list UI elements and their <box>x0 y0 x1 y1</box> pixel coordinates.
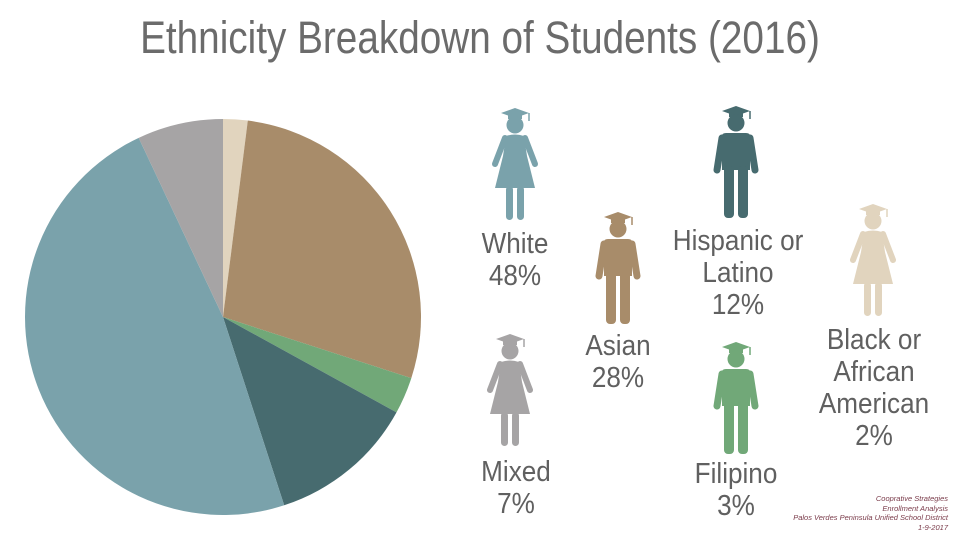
label-black: Black or African American 2% <box>793 324 955 452</box>
left-arm <box>713 134 726 174</box>
credit-line-4: 1-9-2017 <box>917 522 948 532</box>
label-black-value: 2% <box>855 420 893 452</box>
label-mixed-name: Mixed <box>481 456 551 488</box>
label-hispanic-value: 12% <box>711 289 765 321</box>
credit-line-2: Enrollment Analysis <box>882 503 948 513</box>
right-leg <box>875 282 882 316</box>
chart-title: Ethnicity Breakdown of Students (2016) <box>140 12 820 63</box>
pie-slice-asian <box>223 120 421 379</box>
label-asian-name: Asian <box>585 330 651 362</box>
label-hispanic-line1: Hispanic or <box>672 225 804 257</box>
label-white-value: 48% <box>488 260 542 292</box>
asian-student-icon <box>590 210 646 328</box>
left-leg <box>606 272 616 324</box>
head <box>727 114 745 132</box>
left-arm <box>850 231 866 263</box>
credit-line-1: Cooprative Strategies <box>875 494 948 503</box>
dress <box>490 360 530 414</box>
label-asian: Asian 28% <box>537 330 699 394</box>
left-leg <box>501 412 508 446</box>
label-white-name: White <box>481 228 549 260</box>
label-asian-value: 28% <box>591 362 645 394</box>
credit-line-3: Palos Verdes Peninsula Unified School Di… <box>793 513 948 522</box>
pie-slice-filipino <box>223 317 412 413</box>
white-student-icon <box>487 106 543 224</box>
pie-slice-hispanic-or-latino <box>223 317 397 506</box>
torso <box>722 369 750 406</box>
label-filipino: Filipino 3% <box>655 458 817 522</box>
head <box>506 116 524 134</box>
mixed-student-icon <box>482 332 538 450</box>
left-leg <box>724 166 734 218</box>
left-arm <box>595 240 608 280</box>
dress <box>495 134 535 188</box>
label-black-line3: American <box>818 388 930 420</box>
right-leg <box>512 412 519 446</box>
dress <box>853 230 893 284</box>
right-leg <box>738 166 748 218</box>
left-leg <box>864 282 871 316</box>
label-black-line2: African <box>833 356 915 388</box>
torso <box>722 133 750 170</box>
right-leg <box>620 272 630 324</box>
right-arm <box>746 370 759 410</box>
head <box>864 212 882 230</box>
label-filipino-name: Filipino <box>694 458 778 490</box>
right-arm <box>628 240 641 280</box>
black-student-icon <box>845 202 901 320</box>
torso <box>604 239 632 276</box>
left-leg <box>506 186 513 220</box>
label-hispanic-line2: Latino <box>702 257 774 289</box>
right-leg <box>738 402 748 454</box>
left-arm <box>492 135 508 167</box>
right-arm <box>880 231 896 263</box>
label-hispanic: Hispanic or Latino 12% <box>657 225 819 321</box>
head <box>727 350 745 368</box>
pie-slice-white <box>24 137 285 515</box>
hispanic-student-icon <box>708 104 764 222</box>
pie-chart <box>24 119 421 515</box>
head <box>609 220 627 238</box>
label-white: White 48% <box>434 228 596 292</box>
source-credit: Cooprative Strategies Enrollment Analysi… <box>688 494 948 532</box>
label-filipino-value: 3% <box>717 490 755 522</box>
pie-slice-black-or-african-american <box>223 119 248 317</box>
label-black-line1: Black or <box>826 324 922 356</box>
left-leg <box>724 402 734 454</box>
right-leg <box>517 186 524 220</box>
label-mixed: Mixed 7% <box>435 456 597 520</box>
right-arm <box>746 134 759 174</box>
left-arm <box>713 370 726 410</box>
right-arm <box>517 361 533 393</box>
filipino-student-icon <box>708 340 764 458</box>
pie-slice-mixed <box>138 119 223 317</box>
label-mixed-value: 7% <box>497 488 535 520</box>
right-arm <box>522 135 538 167</box>
left-arm <box>487 361 503 393</box>
head <box>501 342 519 360</box>
